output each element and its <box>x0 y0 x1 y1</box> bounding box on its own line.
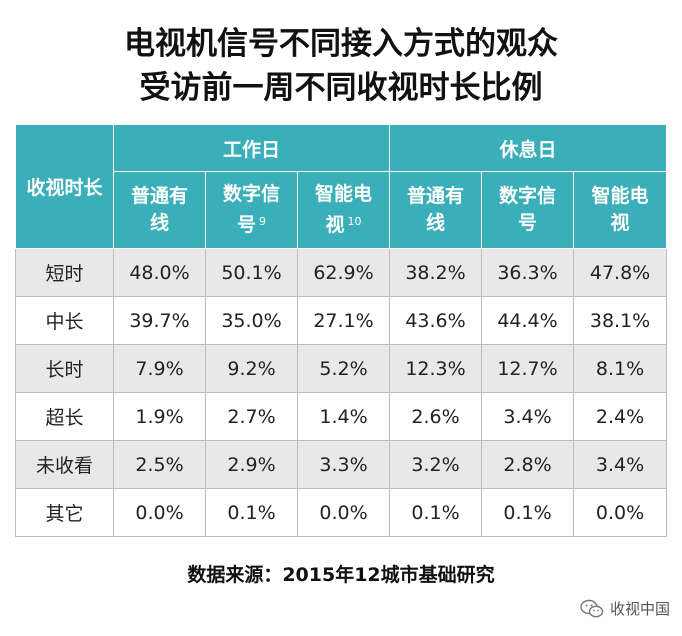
table-row: 其它 0.0% 0.1% 0.0% 0.1% 0.1% 0.0% <box>15 488 668 537</box>
table-cell: 3.4% <box>573 440 668 489</box>
sub-header-cell: 普通有线 <box>113 171 206 249</box>
row-label: 其它 <box>15 488 114 537</box>
table-cell: 3.4% <box>481 392 575 441</box>
table-cell: 9.2% <box>205 344 298 393</box>
sub-header-line-2: 视 <box>574 210 666 237</box>
table-cell: 8.1% <box>573 344 668 393</box>
watermark-text: 收视中国 <box>609 600 670 618</box>
table-cell: 44.4% <box>481 296 575 345</box>
table-cell: 50.1% <box>205 248 298 297</box>
footnote-marker: 10 <box>347 215 362 228</box>
table-cell: 1.4% <box>296 392 391 441</box>
row-label: 中长 <box>15 296 114 345</box>
page-title: 电视机信号不同接入方式的观众 受访前一周不同收视时长比例 <box>0 22 682 110</box>
wechat-icon <box>580 599 604 617</box>
table-cell: 0.0% <box>113 488 206 537</box>
sub-header-line-1: 智能电 <box>591 185 649 207</box>
table-cell: 12.7% <box>481 344 575 393</box>
row-label: 未收看 <box>15 440 114 489</box>
table-cell: 0.1% <box>481 488 575 537</box>
table-cell: 35.0% <box>205 296 298 345</box>
row-label: 长时 <box>15 344 114 393</box>
data-source-note: 数据来源：2015年12城市基础研究 <box>187 564 495 586</box>
table-cell: 38.1% <box>573 296 668 345</box>
watermark: 收视中国 <box>580 598 670 619</box>
table-cell: 7.9% <box>113 344 206 393</box>
group-header-workday: 工作日 <box>112 124 391 172</box>
table-cell: 43.6% <box>389 296 483 345</box>
table-cell: 0.0% <box>296 488 391 537</box>
table-cell: 0.0% <box>573 488 668 537</box>
sub-header-cell: 普通有线 <box>389 171 483 249</box>
sub-header-line-1: 数字信 <box>222 183 280 205</box>
footnote-marker: 9 <box>259 215 266 228</box>
corner-header: 收视时长 <box>15 124 114 249</box>
sub-header-cell: 智能电视 <box>573 171 668 249</box>
row-label: 短时 <box>15 248 114 297</box>
table-cell: 36.3% <box>481 248 575 297</box>
table-cell: 48.0% <box>113 248 206 297</box>
table-cell: 3.3% <box>296 440 391 489</box>
sub-header-line-2-text: 视 <box>325 214 345 236</box>
table-cell: 3.2% <box>389 440 483 489</box>
group-header-weekend: 休息日 <box>389 124 668 172</box>
sub-header-cell: 智能电视 10 <box>296 171 391 249</box>
table-cell: 5.2% <box>296 344 391 393</box>
sub-header-line-1: 普通有 <box>407 185 465 207</box>
title-line-2: 受访前一周不同收视时长比例 <box>139 70 543 106</box>
table-cell: 62.9% <box>296 248 391 297</box>
sub-header-line-2-text: 线 <box>149 212 169 234</box>
table-row: 中长 39.7% 35.0% 27.1% 43.6% 44.4% 38.1% <box>15 296 668 345</box>
table-cell: 12.3% <box>389 344 483 393</box>
table-cell: 2.8% <box>481 440 575 489</box>
sub-header-line-2: 线 <box>390 210 481 237</box>
sub-header-line-2-text: 视 <box>610 212 630 234</box>
viewing-duration-table: 收视时长 工作日 休息日 普通有线数字信号 9 智能电视 10 普通有线数字信号智能电视… <box>15 124 668 537</box>
sub-header-line-2: 视 10 <box>298 208 389 239</box>
table-cell: 2.7% <box>205 392 298 441</box>
table-cell: 2.5% <box>113 440 206 489</box>
sub-header-line-1: 智能电 <box>315 183 373 205</box>
table-cell: 2.9% <box>205 440 298 489</box>
table-row: 超长 1.9% 2.7% 1.4% 2.6% 3.4% 2.4% <box>15 392 668 441</box>
sub-header-cell: 数字信号 9 <box>205 171 298 249</box>
table-cell: 47.8% <box>573 248 668 297</box>
sub-header-line-2-text: 线 <box>426 212 446 234</box>
title-line-1: 电视机信号不同接入方式的观众 <box>124 26 558 62</box>
table-cell: 1.9% <box>113 392 206 441</box>
table-cell: 0.1% <box>389 488 483 537</box>
sub-header-line-1: 数字信 <box>499 185 557 207</box>
table-cell: 2.6% <box>389 392 483 441</box>
sub-header-line-2: 号 <box>482 210 573 237</box>
sub-header-cell: 数字信号 <box>481 171 575 249</box>
sub-header-line-2: 线 <box>114 210 205 237</box>
row-label: 超长 <box>15 392 114 441</box>
table-cell: 39.7% <box>113 296 206 345</box>
table-cell: 0.1% <box>205 488 298 537</box>
table-row: 短时 48.0% 50.1% 62.9% 38.2% 36.3% 47.8% <box>15 248 668 297</box>
table-row: 长时 7.9% 9.2% 5.2% 12.3% 12.7% 8.1% <box>15 344 668 393</box>
sub-header-line-2-text: 号 <box>236 214 256 236</box>
sub-header-line-1: 普通有 <box>130 185 188 207</box>
sub-header-line-2-text: 号 <box>518 212 538 234</box>
table-row: 未收看 2.5% 2.9% 3.3% 3.2% 2.8% 3.4% <box>15 440 668 489</box>
table-cell: 2.4% <box>573 392 668 441</box>
table-cell: 27.1% <box>296 296 391 345</box>
table-cell: 38.2% <box>389 248 483 297</box>
